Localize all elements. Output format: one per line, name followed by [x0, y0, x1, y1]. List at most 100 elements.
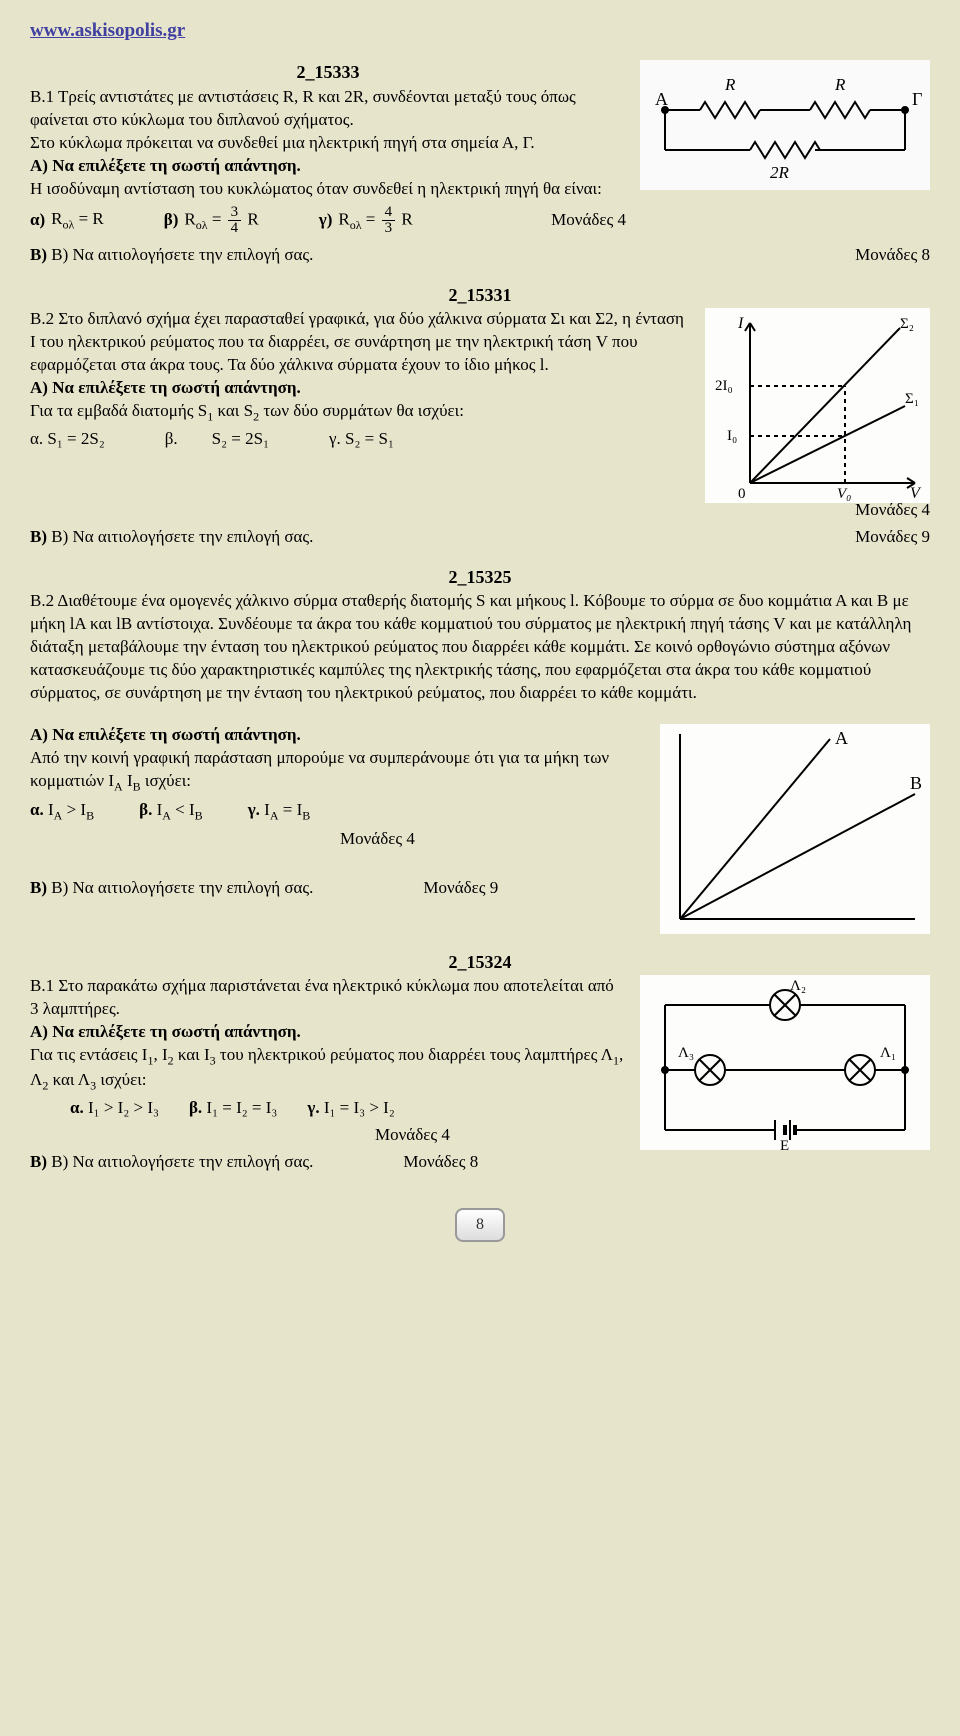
- sub: A: [162, 808, 171, 822]
- svg-text:I: I: [737, 315, 744, 332]
- sec2-opt-a: α. S₁ = 2S₂: [30, 428, 105, 451]
- sec1-opt-b: β) Rολ = 34 R: [164, 205, 259, 236]
- op: > I: [62, 800, 86, 819]
- t: ισχύει:: [96, 1070, 146, 1089]
- t: και S: [213, 401, 253, 420]
- opt-label: γ.: [248, 800, 260, 819]
- svg-text:A: A: [835, 728, 848, 748]
- eq: I₁ = I₃ > I₂: [324, 1098, 395, 1117]
- sec2-opt-b: β. S₂ = 2S₁: [165, 428, 269, 451]
- opt-label: β.: [139, 800, 152, 819]
- sec1-para2: Στο κύκλωμα πρόκειται να συνδεθεί μια ηλ…: [30, 133, 535, 152]
- sec1-lineB: Β) Να αιτιολογήσετε την επιλογή σας.: [51, 245, 313, 264]
- sec3-lineA2: Από την κοινή γραφική παράσταση μπορούμε…: [30, 748, 609, 790]
- sec4-opt-a: α. I₁ > I₂ > I₃: [70, 1097, 159, 1120]
- iv-graph: I 2I₀ I₀ 0 V₀ V Σ₁ Σ₂: [705, 308, 930, 503]
- svg-text:Λ₂: Λ₂: [790, 978, 806, 994]
- sub: B: [302, 808, 310, 822]
- sub: B: [195, 808, 203, 822]
- opt-label: γ.: [307, 1098, 319, 1117]
- var: R: [184, 209, 195, 228]
- sec1-marksB: Μονάδες 8: [855, 244, 930, 267]
- sec1-para1: Β.1 Τρείς αντιστάτες με αντιστάσεις R, R…: [30, 87, 576, 129]
- svg-text:Λ₁: Λ₁: [880, 1045, 896, 1061]
- t: I: [123, 771, 133, 790]
- sec4-opt-c: γ. I₁ = I₃ > I₂: [307, 1097, 394, 1120]
- num: 3: [228, 205, 242, 221]
- sec4-lineA: Α) Να επιλέξετε τη σωστή απάντηση.: [30, 1022, 301, 1041]
- sec1-opt-c: γ) Rολ = 43 R: [319, 205, 413, 236]
- section-15331: 2_15331 Β.2 Στο διπλανό σχήμα έχει παρασ…: [30, 285, 930, 549]
- sec4-opt-b: β. I₁ = I₂ = I₃: [189, 1097, 277, 1120]
- sec4-marksA: Μονάδες 4: [375, 1124, 626, 1147]
- sec1-lineA2: Η ισοδύναμη αντίσταση του κυκλώματος ότα…: [30, 179, 602, 198]
- section-15325: 2_15325 Β.2 Διαθέτουμε ένα ομογενές χάλκ…: [30, 567, 930, 935]
- sec3-opt-a: α. IA > IB: [30, 799, 94, 824]
- var: R: [51, 209, 62, 228]
- eq: I₁ = I₂ = I₃: [206, 1098, 277, 1117]
- sec2-opt-c: γ. S₂ = S₁: [329, 428, 394, 451]
- svg-text:2R: 2R: [770, 163, 790, 182]
- sec3-marksA: Μονάδες 4: [340, 828, 646, 851]
- svg-text:R: R: [834, 75, 846, 94]
- svg-text:2I₀: 2I₀: [715, 378, 733, 394]
- sub: ολ: [63, 218, 75, 232]
- sub: B: [133, 780, 141, 794]
- sub: A: [114, 780, 123, 794]
- svg-text:Λ₃: Λ₃: [678, 1045, 694, 1061]
- eq: =: [208, 209, 226, 228]
- opt-label: α.: [30, 800, 44, 819]
- sec4-lineB: Β) Να αιτιολογήσετε την επιλογή σας.: [51, 1152, 313, 1171]
- svg-text:Σ₂: Σ₂: [900, 316, 914, 332]
- opt-label: α): [30, 209, 45, 232]
- sub: ολ: [350, 218, 362, 232]
- svg-text:Σ₁: Σ₁: [905, 391, 919, 407]
- sec3-opt-b: β. IA < IB: [139, 799, 203, 824]
- sec2-lineB: Β) Να αιτιολογήσετε την επιλογή σας.: [51, 527, 313, 546]
- eq: = R: [74, 209, 103, 228]
- opt-label: β.: [189, 1098, 202, 1117]
- svg-text:Α: Α: [655, 89, 668, 109]
- page-number: 8: [455, 1208, 505, 1242]
- opt-label: α.: [70, 1098, 84, 1117]
- sec4-lineA2: Για τις εντάσεις I1, I2 και I3 του ηλεκτ…: [30, 1045, 623, 1089]
- svg-text:0: 0: [738, 486, 746, 502]
- sec3-para1: Β.2 Διαθέτουμε ένα ομογενές χάλκινο σύρμ…: [30, 590, 930, 705]
- svg-text:V₀: V₀: [837, 486, 851, 502]
- t: και I: [174, 1045, 210, 1064]
- sec2-marksB: Μονάδες 9: [855, 526, 930, 549]
- svg-text:Γ: Γ: [912, 89, 922, 109]
- opt-label: γ): [319, 209, 333, 232]
- t: Για τα εμβαδά διατομής S: [30, 401, 207, 420]
- sec3-lineA: Α) Να επιλέξετε τη σωστή απάντηση.: [30, 725, 301, 744]
- sub: B: [86, 808, 94, 822]
- vi-graph: A B: [660, 724, 930, 934]
- sec4-marksB: Μονάδες 8: [403, 1151, 478, 1174]
- sec2-para1: Β.2 Στο διπλανό σχήμα έχει παρασταθεί γρ…: [30, 309, 684, 374]
- den: 4: [228, 221, 242, 236]
- sec3-marksB: Μονάδες 9: [423, 877, 498, 900]
- section-id: 2_15331: [30, 285, 930, 306]
- sec4-para1: Β.1 Στο παρακάτω σχήμα παριστάνεται ένα …: [30, 976, 614, 1018]
- t: ισχύει:: [141, 771, 191, 790]
- svg-text:I₀: I₀: [727, 428, 737, 444]
- sec1-opt-a: α) Rολ = R: [30, 208, 104, 233]
- svg-text:V: V: [910, 485, 922, 502]
- lamp-circuit: Λ₂ Λ₃ Λ₁ E: [640, 975, 930, 1150]
- circuit-diagram: Α Γ R R 2R: [640, 60, 930, 190]
- svg-text:B: B: [910, 773, 922, 793]
- site-url: www.askisopolis.gr: [30, 20, 930, 42]
- num: 4: [382, 205, 396, 221]
- sec1-lineB-label: Β): [30, 245, 47, 264]
- var: R: [247, 209, 258, 228]
- t: Για τις εντάσεις I: [30, 1045, 147, 1064]
- sec1-marksA: Μονάδες 4: [551, 209, 626, 232]
- sub: ολ: [196, 218, 208, 232]
- sec1-lineA: Α) Να επιλέξετε τη σωστή απάντηση.: [30, 156, 301, 175]
- op: < I: [171, 800, 195, 819]
- op: = I: [278, 800, 302, 819]
- section-id: 2_15333: [30, 60, 626, 84]
- var: R: [338, 209, 349, 228]
- section-id: 2_15324: [30, 952, 930, 973]
- sec3-lineB: Β) Να αιτιολογήσετε την επιλογή σας.: [51, 878, 313, 897]
